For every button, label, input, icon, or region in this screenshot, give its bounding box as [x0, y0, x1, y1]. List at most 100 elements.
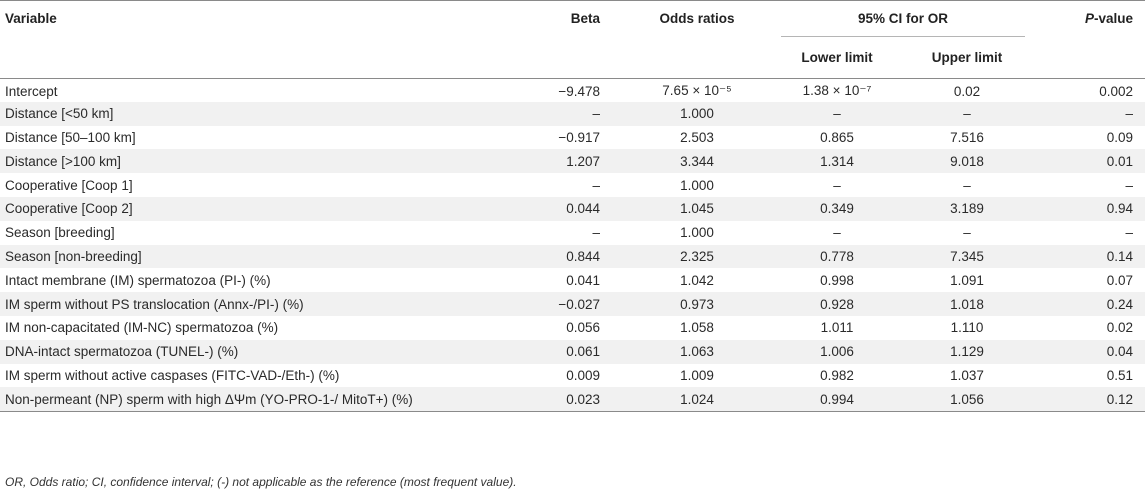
cell-upper-limit: –	[902, 101, 1032, 126]
cell-beta: 1.207	[502, 149, 622, 174]
cell-lower-limit: 0.349	[772, 196, 902, 221]
cell-odds-ratio: 1.042	[680, 272, 714, 288]
cell-variable: Intercept	[5, 83, 58, 99]
cell-lower-limit: 0.778	[772, 244, 902, 269]
cell-upper-limit: 1.091	[950, 272, 984, 288]
cell-beta: −9.478	[558, 83, 600, 99]
cell-p-value: –	[1032, 101, 1145, 126]
cell-p-value: 0.12	[1032, 387, 1145, 412]
cell-lower-limit: 0.982	[820, 367, 854, 383]
cell-odds-ratio: 1.009	[680, 367, 714, 383]
cell-p-value: 0.94	[1032, 196, 1145, 221]
cell-odds-ratio: 2.503	[680, 129, 714, 145]
cell-upper-limit: 7.516	[950, 129, 984, 145]
header-p-suffix: -value	[1093, 11, 1133, 26]
header-ci-label: 95% CI for OR	[781, 11, 1025, 37]
table-body: Intercept −9.478 7.65 × 10⁻⁵ 1.38 × 10⁻⁷ 0.0…	[0, 78, 1145, 412]
cell-lower-limit: 1.38 × 10⁻⁷	[802, 83, 872, 99]
header-variable: Variable	[0, 0, 502, 79]
cell-upper-limit: –	[963, 177, 971, 193]
cell-beta: 0.023	[502, 387, 622, 412]
table-footnote: OR, Odds ratio; CI, confidence interval;…	[5, 475, 517, 489]
cell-beta: 0.061	[502, 339, 622, 364]
results-table-container: Variable Beta Odds ratios 95% CI for OR …	[0, 0, 1145, 412]
cell-upper-limit: 1.129	[902, 339, 1032, 364]
cell-variable: Distance [50–100 km]	[5, 129, 136, 145]
table-row: DNA-intact spermatozoa (TUNEL-) (%) 0.061…	[0, 339, 1145, 364]
cell-beta: 0.041	[566, 272, 600, 288]
cell-variable: Distance [<50 km]	[0, 101, 502, 126]
cell-odds-ratio: 1.000	[680, 225, 714, 241]
cell-odds-ratio: 3.344	[622, 149, 772, 174]
cell-variable: Season [non-breeding]	[0, 244, 502, 269]
cell-upper-limit: –	[963, 225, 971, 241]
cell-beta: –	[502, 101, 622, 126]
cell-odds-ratio: 1.000	[680, 177, 714, 193]
cell-odds-ratio: 2.325	[622, 244, 772, 269]
cell-odds-ratio: 1.063	[622, 339, 772, 364]
cell-beta: –	[592, 177, 600, 193]
table-row: Distance [<50 km] –1.000– – –	[0, 101, 1145, 126]
cell-p-value: –	[1125, 177, 1133, 193]
cell-lower-limit: 0.998	[820, 272, 854, 288]
cell-p-value: 0.04	[1032, 339, 1145, 364]
cell-variable: IM sperm without PS translocation (Annx-…	[0, 292, 502, 316]
cell-lower-limit: 1.314	[772, 149, 902, 174]
header-upper-limit: Upper limit	[902, 38, 1032, 79]
table-row: Intact membrane (IM) spermatozoa (PI-) (…	[0, 268, 1145, 292]
cell-lower-limit: 1.011	[820, 320, 854, 336]
header-ci-group: 95% CI for OR	[772, 0, 1032, 38]
regression-table: Variable Beta Odds ratios 95% CI for OR …	[0, 0, 1145, 412]
cell-odds-ratio: 1.045	[622, 196, 772, 221]
cell-lower-limit: –	[833, 177, 841, 193]
cell-variable: Season [breeding]	[5, 225, 115, 241]
cell-p-value: 0.09	[1106, 129, 1133, 145]
cell-beta: 0.056	[566, 320, 600, 336]
table-row: Intercept −9.478 7.65 × 10⁻⁵ 1.38 × 10⁻⁷ 0.0…	[0, 78, 1145, 102]
table-row: Distance [>100 km] 1.207 3.344 1.314 9.018 0.…	[0, 149, 1145, 174]
header-p-value: P-value	[1032, 0, 1145, 79]
cell-upper-limit: 1.056	[902, 387, 1032, 412]
cell-odds-ratio: 1.058	[680, 320, 714, 336]
cell-beta: −0.917	[558, 129, 600, 145]
header-beta: Beta	[502, 0, 622, 79]
table-row: IM sperm without active caspases (FITC-V…	[0, 364, 1145, 388]
header-odds-ratios: Odds ratios	[622, 0, 772, 79]
table-row: Cooperative [Coop 2] 0.044 1.045 0.349 3.189…	[0, 196, 1145, 221]
cell-upper-limit: 9.018	[902, 149, 1032, 174]
table-row: Cooperative [Coop 1] – 1.000 – – –	[0, 173, 1145, 197]
cell-p-value: –	[1125, 225, 1133, 241]
cell-beta: 0.009	[566, 367, 600, 383]
cell-upper-limit: 1.110	[950, 320, 984, 336]
cell-variable: Cooperative [Coop 2]	[0, 196, 502, 221]
cell-variable: Cooperative [Coop 1]	[5, 177, 133, 193]
cell-odds-ratio: 1.024	[622, 387, 772, 412]
cell-p-value: 0.14	[1032, 244, 1145, 269]
cell-variable: Distance [>100 km]	[0, 149, 502, 174]
cell-lower-limit: 0.865	[820, 129, 854, 145]
cell-beta: 0.844	[502, 244, 622, 269]
cell-odds-ratio: 7.65 × 10⁻⁵	[662, 83, 732, 99]
cell-p-value: 0.51	[1106, 367, 1133, 383]
cell-odds-ratio: 0.973	[622, 292, 772, 316]
cell-variable: Intact membrane (IM) spermatozoa (PI-) (…	[5, 272, 271, 288]
header-lower-limit: Lower limit	[772, 38, 902, 79]
cell-lower-limit: 0.994	[772, 387, 902, 412]
cell-lower-limit: 1.006	[772, 339, 902, 364]
cell-upper-limit: 7.345	[902, 244, 1032, 269]
table-row: Distance [50–100 km] −0.917 2.503 0.865 7.51…	[0, 126, 1145, 150]
cell-odds-ratio: 1.000	[622, 101, 772, 126]
cell-p-value: 0.002	[1099, 83, 1133, 99]
cell-variable: IM non-capacitated (IM-NC) spermatozoa (…	[5, 320, 279, 336]
table-header: Variable Beta Odds ratios 95% CI for OR …	[0, 0, 1145, 79]
table-row: Non-permeant (NP) sperm with high ΔΨm (Y…	[0, 387, 1145, 412]
cell-upper-limit: 1.037	[950, 367, 984, 383]
cell-beta: −0.027	[502, 292, 622, 316]
cell-p-value: 0.01	[1032, 149, 1145, 174]
table-row: IM non-capacitated (IM-NC) spermatozoa (…	[0, 316, 1145, 340]
cell-p-value: 0.02	[1106, 320, 1133, 336]
cell-p-value: 0.24	[1032, 292, 1145, 316]
cell-lower-limit: 0.928	[772, 292, 902, 316]
cell-lower-limit: –	[833, 225, 841, 241]
table-row: Season [breeding] – 1.000 – – –	[0, 221, 1145, 245]
